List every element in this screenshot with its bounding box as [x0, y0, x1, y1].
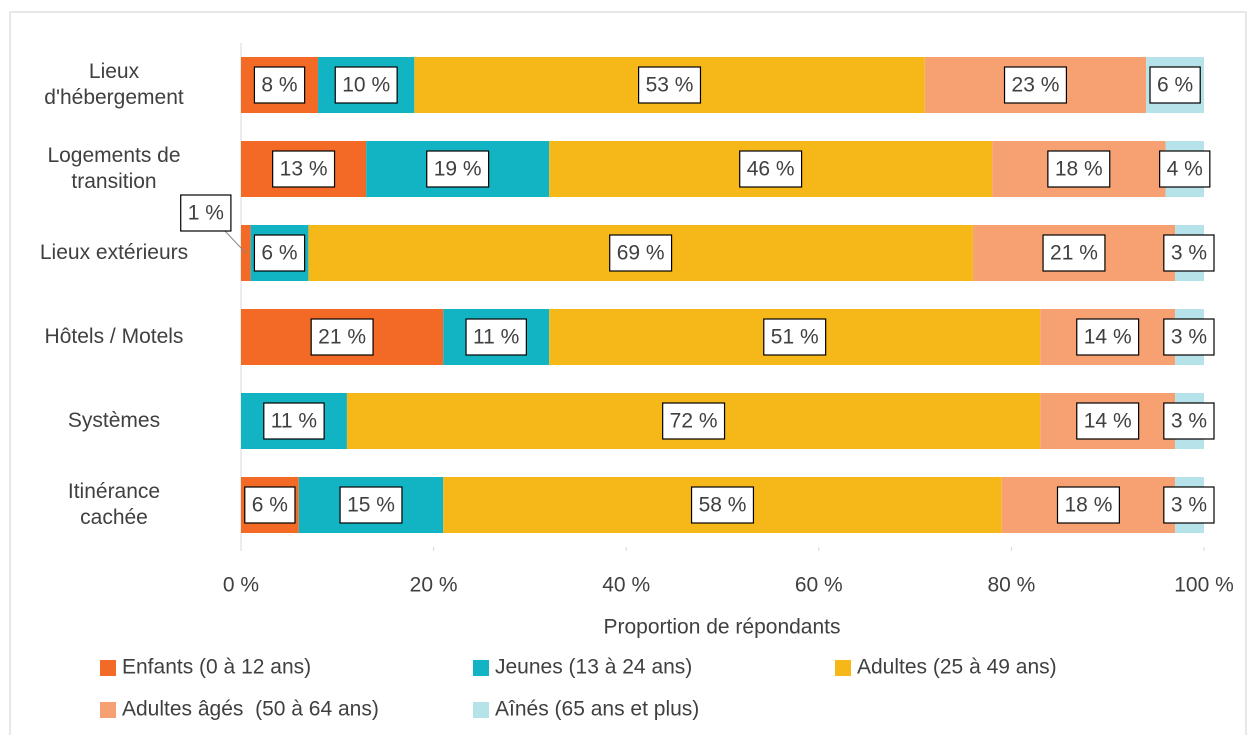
legend-label: Aînés (65 ans et plus): [495, 698, 699, 721]
data-label: 14 %: [1084, 410, 1132, 433]
data-label-box: [310, 318, 374, 356]
data-label: 11 %: [271, 410, 317, 433]
data-label: 51 %: [771, 326, 819, 349]
y-tick-label: Lieux d'hébergement: [44, 60, 184, 109]
data-label: 3 %: [1171, 242, 1207, 265]
data-label-box: [1042, 234, 1106, 272]
legend-label: Adultes (25 à 49 ans): [857, 656, 1057, 679]
data-label-box: [1163, 486, 1215, 524]
data-label: 21 %: [1050, 242, 1098, 265]
data-label: 3 %: [1171, 494, 1207, 517]
data-label: 6 %: [252, 494, 288, 517]
legend-label: Jeunes (13 à 24 ans): [495, 656, 692, 679]
data-label-box: [609, 234, 673, 272]
data-label-box: [334, 66, 398, 104]
data-label-box: [180, 194, 232, 232]
data-label-box: [1056, 486, 1120, 524]
y-tick-label: Hôtels / Motels: [44, 325, 184, 348]
x-axis-title: Proportion de répondants: [604, 616, 841, 639]
data-label-box: [1149, 66, 1201, 104]
data-label: 23 %: [1012, 74, 1060, 97]
legend-swatch: [473, 660, 489, 676]
x-tick-label: 40 %: [602, 574, 650, 597]
x-tick-label: 100 %: [1174, 574, 1234, 597]
data-label: 6 %: [1157, 74, 1193, 97]
data-label-box: [253, 66, 306, 104]
data-label-box: [339, 486, 403, 524]
leader-line: [224, 230, 247, 254]
y-tick-label: Systèmes: [67, 409, 161, 432]
x-tick-label: 0 %: [223, 574, 259, 597]
x-tick-label: 80 %: [987, 574, 1035, 597]
data-label: 6 %: [261, 242, 297, 265]
data-label: 21 %: [318, 326, 366, 349]
data-label: 3 %: [1171, 326, 1207, 349]
data-label-box: [253, 234, 306, 272]
data-label: 14 %: [1084, 326, 1132, 349]
data-label-box: [1159, 150, 1211, 188]
data-label-box: [272, 150, 336, 188]
legend-swatch: [473, 702, 489, 718]
data-label: 4 %: [1167, 158, 1203, 181]
chart-border: [9, 11, 1247, 735]
data-label: 8 %: [261, 74, 297, 97]
data-label-box: [1047, 150, 1111, 188]
data-label-box: [1076, 318, 1140, 356]
data-label-box: [637, 66, 702, 104]
legend-swatch: [100, 660, 116, 676]
data-label-box: [426, 150, 490, 188]
data-label: 18 %: [1065, 494, 1113, 517]
x-tick-label: 20 %: [410, 574, 458, 597]
x-tick-label: 60 %: [795, 574, 843, 597]
legend-swatch: [100, 702, 116, 718]
data-label-box: [1163, 402, 1215, 440]
data-label-box: [244, 486, 296, 524]
y-tick-label: Logements de transition: [47, 144, 181, 193]
data-label-box: [1003, 66, 1068, 104]
data-label: 10 %: [342, 74, 390, 97]
data-label: 13 %: [280, 158, 328, 181]
data-label: 11 %: [473, 326, 519, 349]
data-label: 18 %: [1055, 158, 1103, 181]
data-label: 53 %: [646, 74, 694, 97]
data-label-box: [662, 402, 726, 440]
data-label: 1 %: [188, 202, 224, 225]
data-label-box: [263, 402, 325, 440]
legend-label: Enfants (0 à 12 ans): [122, 656, 311, 679]
data-label: 72 %: [670, 410, 718, 433]
data-label-box: [465, 318, 527, 356]
data-label-box: [739, 150, 803, 188]
data-label-box: [763, 318, 827, 356]
y-tick-label: Lieux extérieurs: [39, 241, 189, 264]
data-label: 3 %: [1171, 410, 1207, 433]
data-label: 19 %: [434, 158, 482, 181]
data-label: 58 %: [699, 494, 747, 517]
legend-label: Adultes âgés (50 à 64 ans): [122, 698, 379, 721]
data-label: 46 %: [747, 158, 795, 181]
legend-swatch: [835, 660, 851, 676]
data-label-box: [1163, 318, 1215, 356]
data-label-box: [1076, 402, 1140, 440]
y-tick-label: Itinérance cachée: [67, 480, 161, 529]
data-label-box: [1163, 234, 1215, 272]
data-label-box: [690, 486, 755, 524]
data-label: 69 %: [617, 242, 665, 265]
data-label: 15 %: [347, 494, 395, 517]
